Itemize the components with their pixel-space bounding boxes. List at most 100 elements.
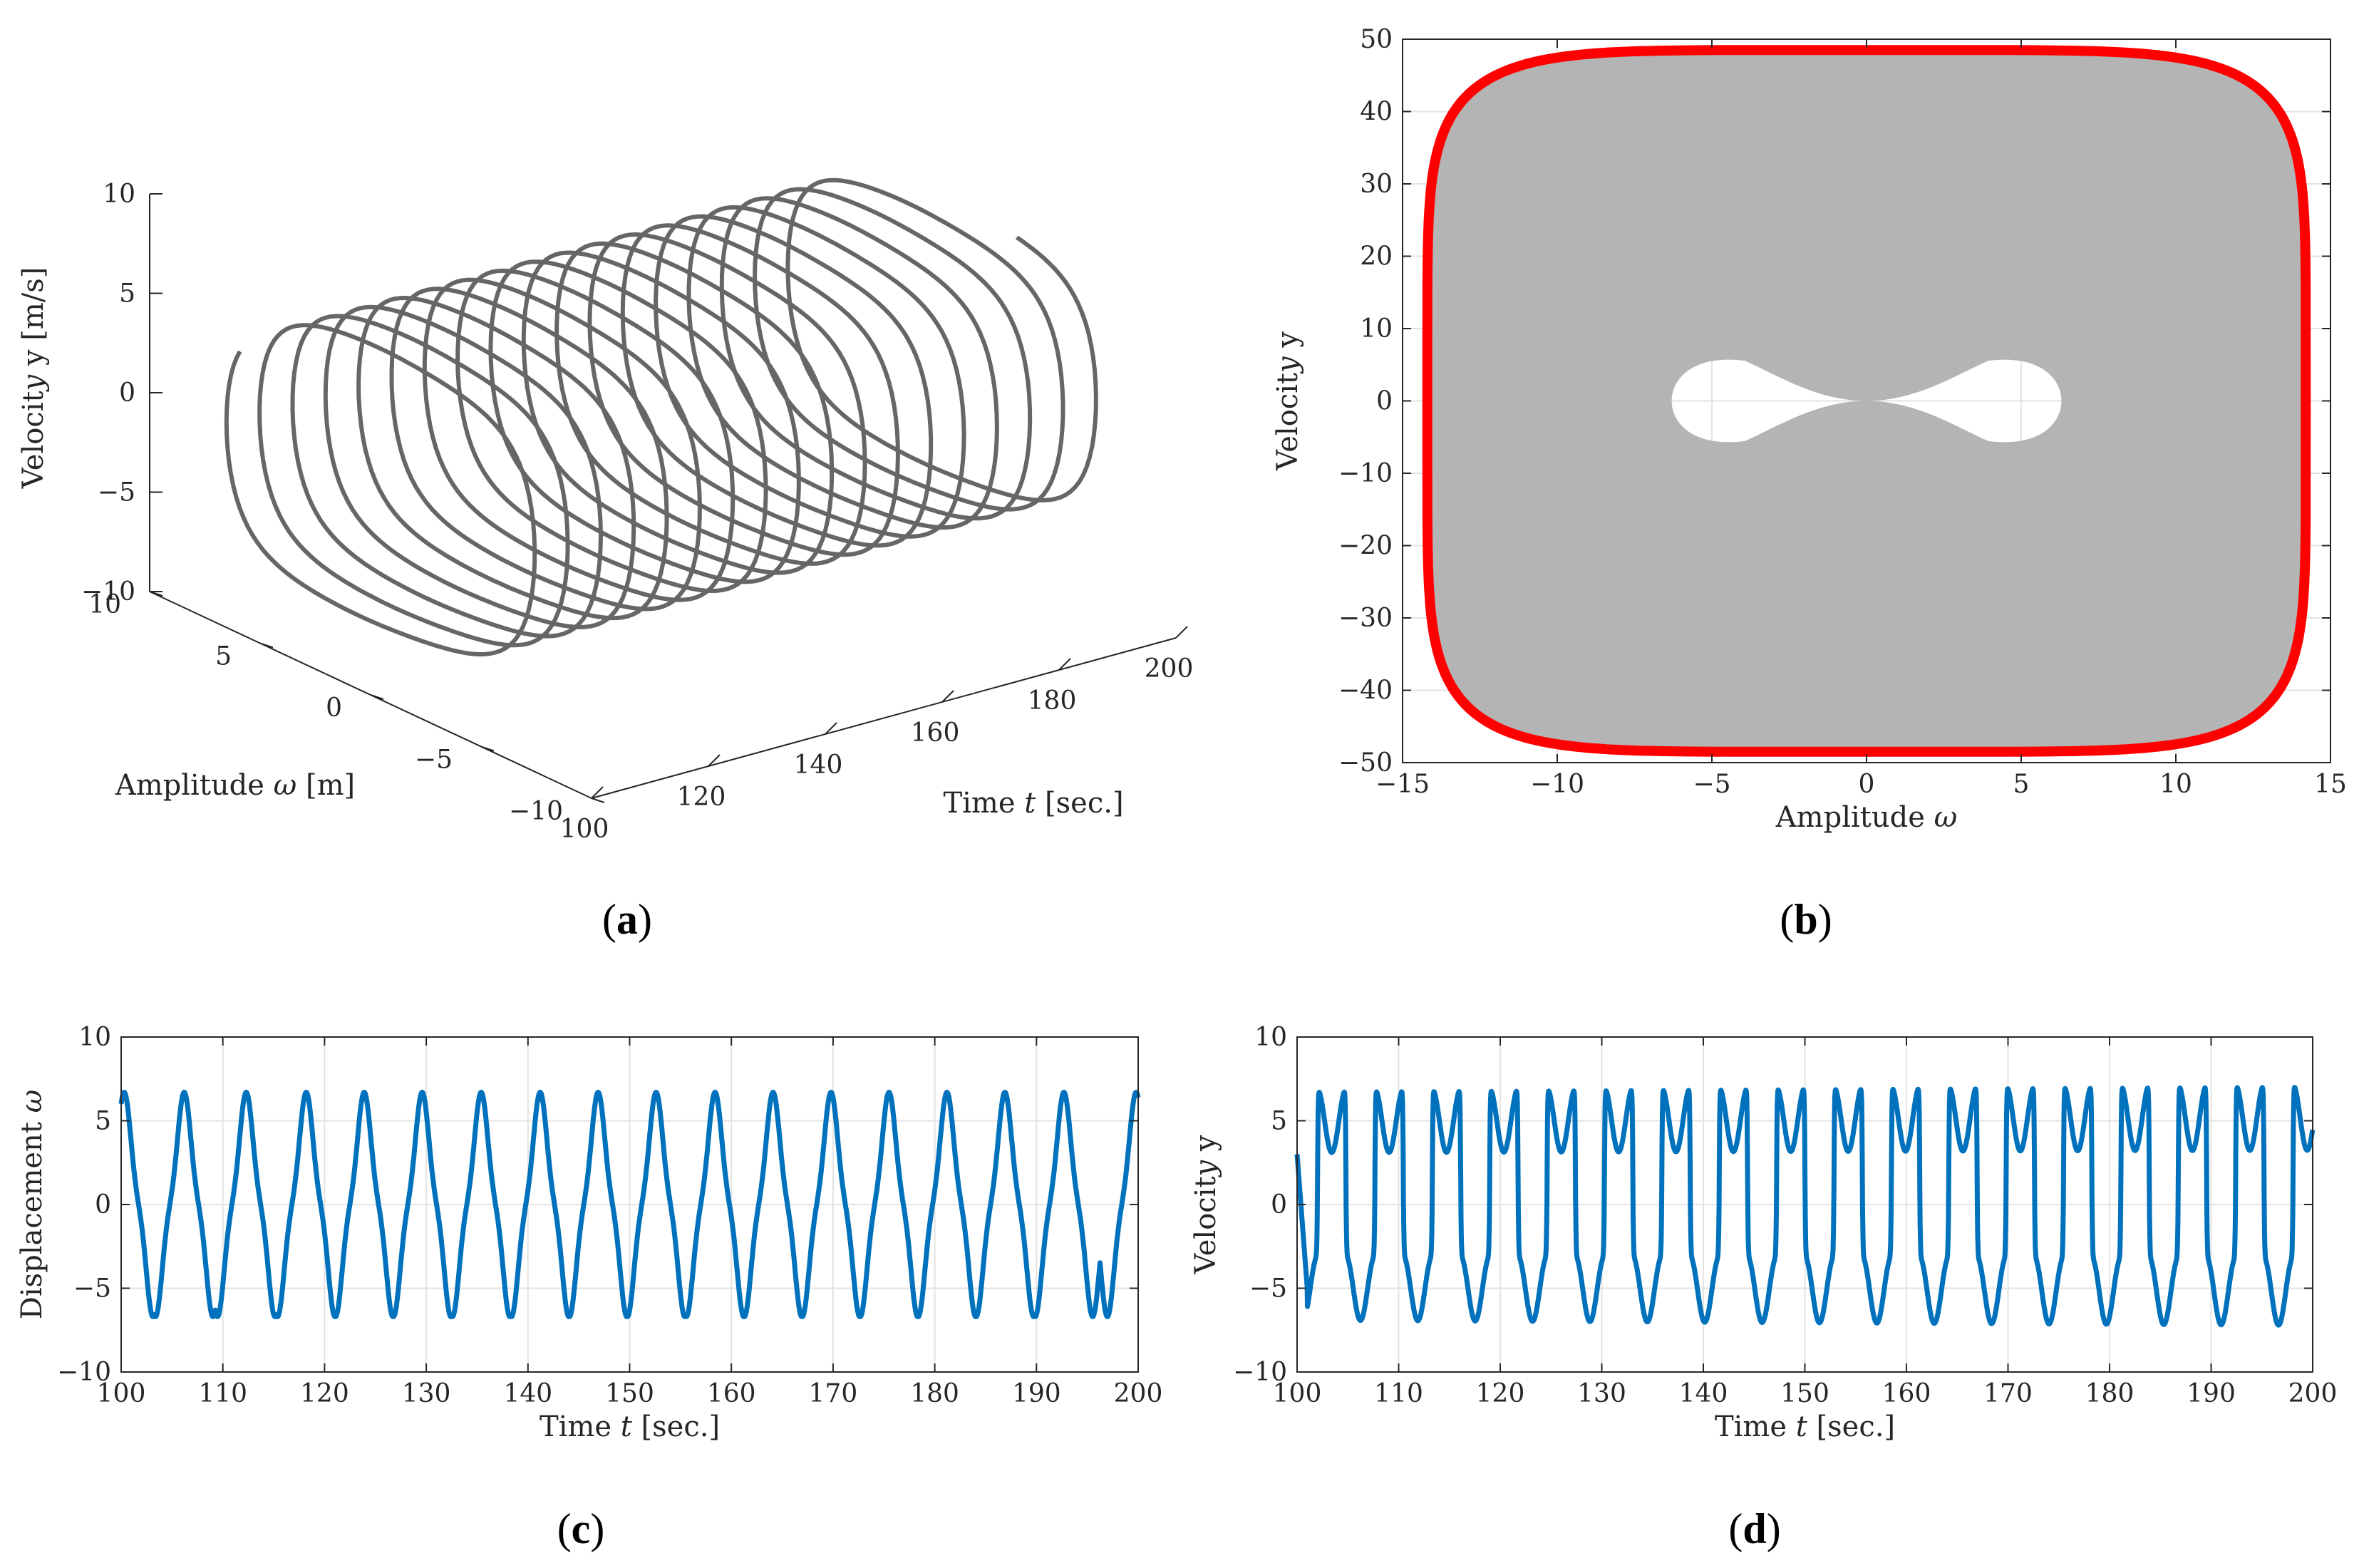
x-tick-label: 200 bbox=[1114, 1379, 1163, 1408]
y-tick-label: 5 bbox=[215, 642, 232, 671]
y-tick-label: 10 bbox=[1360, 314, 1393, 344]
y-tick-label: 20 bbox=[1360, 242, 1393, 272]
x-tick-label: 100 bbox=[97, 1379, 146, 1408]
phase-boundary-red bbox=[1422, 45, 2311, 757]
y-tick-label: −40 bbox=[1338, 676, 1393, 706]
z-tick-label: −10 bbox=[81, 577, 135, 607]
x-tick-label: 100 bbox=[560, 815, 609, 844]
x-axis-line bbox=[591, 637, 1177, 799]
x-tick-label: 200 bbox=[2288, 1379, 2338, 1408]
y-tick-label: −50 bbox=[1338, 748, 1393, 778]
x-tick-label: 130 bbox=[402, 1379, 451, 1408]
y-tick-label: 10 bbox=[88, 590, 121, 619]
y-tick-mark bbox=[259, 642, 274, 649]
y-tick-label: −10 bbox=[509, 797, 563, 826]
y-tick-label: −5 bbox=[415, 746, 453, 775]
x-tick-label: 140 bbox=[1679, 1379, 1728, 1408]
y-axis-label-c: Displacement ω bbox=[16, 1090, 48, 1320]
x-tick-label: 200 bbox=[1145, 654, 1194, 684]
x-tick-mark bbox=[941, 690, 954, 703]
z-tick-label: 0 bbox=[119, 378, 135, 408]
x-tick-label: 180 bbox=[910, 1379, 959, 1408]
panel-d: 100 110 120 130 140 150 160 170 180 190 200 −10 −5 0 5… bbox=[1189, 1023, 2337, 1443]
y-tick-label: 0 bbox=[1376, 387, 1393, 416]
caption-b-letter: b bbox=[1794, 896, 1817, 943]
x-tick-label: 10 bbox=[2159, 770, 2192, 799]
y-tick-label: −10 bbox=[1338, 459, 1393, 488]
y-tick-label: 0 bbox=[1271, 1190, 1287, 1219]
x-tick-label: 140 bbox=[794, 751, 843, 780]
caption-c-letter: c bbox=[572, 1505, 591, 1552]
x-tick-label: 120 bbox=[677, 783, 726, 812]
y-tick-label: 10 bbox=[1254, 1023, 1287, 1052]
y-tick-label: 10 bbox=[78, 1023, 111, 1052]
y-tick-label: 5 bbox=[1271, 1107, 1287, 1136]
caption-d-letter: d bbox=[1743, 1505, 1766, 1552]
caption-d: (d) bbox=[1728, 1505, 1780, 1552]
x-tick-label: −10 bbox=[1530, 770, 1584, 799]
x-axis-label-c: Time t [sec.] bbox=[540, 1410, 720, 1443]
y-tick-label: −10 bbox=[57, 1358, 111, 1387]
y-axis-label-a: Amplitude ω [m] bbox=[115, 769, 355, 802]
x-tick-label: 150 bbox=[605, 1379, 654, 1408]
z-tick-label: −5 bbox=[98, 478, 135, 507]
x-tick-mark bbox=[1175, 626, 1188, 639]
x-tick-label: −15 bbox=[1375, 770, 1430, 799]
x-tick-label: 15 bbox=[2314, 770, 2347, 799]
series-displacement-line bbox=[118, 1090, 1141, 1319]
y-tick-label: −10 bbox=[1233, 1358, 1287, 1387]
y-tick-label: 40 bbox=[1360, 98, 1393, 127]
z-tick-label: 10 bbox=[103, 180, 135, 209]
x-tick-label: 150 bbox=[1780, 1379, 1829, 1408]
x-axis-label-b: Amplitude ω bbox=[1775, 801, 1957, 834]
z-axis-label-a: Velocity y [m/s] bbox=[17, 267, 50, 490]
y-tick-label: 30 bbox=[1360, 170, 1393, 199]
x-tick-label: 100 bbox=[1273, 1379, 1322, 1408]
x-tick-label: 180 bbox=[2085, 1379, 2135, 1408]
helix-trajectory-line bbox=[224, 177, 1098, 656]
x-tick-mark bbox=[825, 722, 837, 735]
x-tick-label: −5 bbox=[1693, 770, 1730, 799]
x-tick-label: 140 bbox=[503, 1379, 552, 1408]
phase-trajectory-fill bbox=[1427, 50, 2306, 752]
caption-c: (c) bbox=[557, 1505, 605, 1552]
panel-a: 100120140160180200−10−50510−10−50510Time… bbox=[17, 177, 1194, 844]
x-tick-label: 170 bbox=[809, 1379, 858, 1408]
y-tick-label: 5 bbox=[95, 1107, 111, 1136]
x-axis-label-a: Time t [sec.] bbox=[943, 787, 1123, 820]
x-tick-label: 110 bbox=[1374, 1379, 1423, 1408]
y-axis-label-b: Velocity y bbox=[1271, 331, 1304, 471]
x-tick-label: 120 bbox=[300, 1379, 349, 1408]
x-tick-mark bbox=[591, 786, 604, 799]
x-tick-label: 190 bbox=[2187, 1379, 2236, 1408]
x-tick-label: 180 bbox=[1028, 686, 1077, 716]
x-tick-label: 170 bbox=[1983, 1379, 2033, 1408]
x-tick-label: 190 bbox=[1012, 1379, 1061, 1408]
y-tick-label: −20 bbox=[1338, 532, 1393, 561]
panel-c: 100 110 120 130 140 150 160 170 180 190 200 −10 −5 0 5… bbox=[16, 1023, 1162, 1443]
caption-a: (a) bbox=[602, 896, 652, 943]
y-tick-mark bbox=[480, 746, 495, 752]
y-tick-label: −30 bbox=[1338, 604, 1393, 633]
y-tick-label: −5 bbox=[1249, 1274, 1287, 1304]
x-tick-label: 130 bbox=[1577, 1379, 1626, 1408]
x-tick-label: 160 bbox=[1882, 1379, 1931, 1408]
x-tick-label: 110 bbox=[198, 1379, 247, 1408]
panel-b: −15 −10 −5 0 5 10 15−50−40−30−20−1001020304050… bbox=[1271, 25, 2347, 834]
y-tick-mark bbox=[370, 694, 384, 700]
y-tick-label: 50 bbox=[1360, 25, 1393, 54]
y-tick-label: 0 bbox=[326, 693, 342, 723]
y-tick-label: 0 bbox=[95, 1190, 111, 1219]
y-tick-label: −5 bbox=[73, 1274, 111, 1304]
series-velocity-line bbox=[1294, 1085, 2316, 1328]
y-tick-mark bbox=[591, 798, 605, 803]
caption-b: (b) bbox=[1780, 896, 1832, 943]
x-axis-label-d: Time t [sec.] bbox=[1715, 1410, 1895, 1443]
x-tick-label: 160 bbox=[911, 718, 960, 748]
caption-a-letter: a bbox=[616, 896, 638, 943]
x-tick-mark bbox=[708, 754, 721, 767]
x-tick-label: 5 bbox=[2013, 770, 2030, 799]
x-tick-mark bbox=[1058, 658, 1071, 671]
x-tick-label: 120 bbox=[1476, 1379, 1525, 1408]
